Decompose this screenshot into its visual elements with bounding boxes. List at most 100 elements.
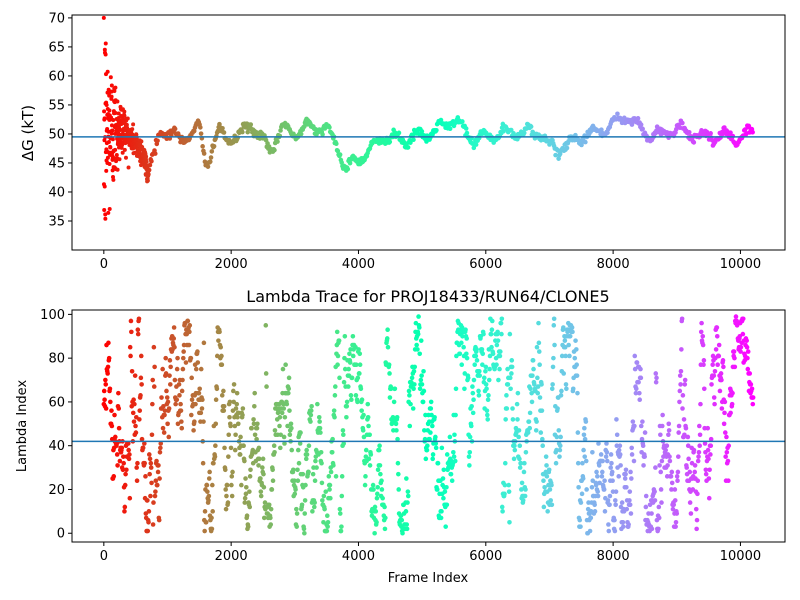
lambda-point — [499, 316, 505, 322]
delta-g-point — [686, 129, 692, 135]
lambda-point — [596, 463, 602, 468]
lambda-point — [196, 390, 202, 396]
lambda-point — [382, 526, 388, 532]
lambda-point — [459, 325, 465, 330]
delta-g-point — [640, 126, 645, 132]
lambda-point — [550, 382, 555, 387]
lambda-point — [712, 368, 718, 374]
delta-g-point — [139, 139, 144, 144]
lambda-point — [519, 480, 525, 486]
lambda-point — [540, 436, 545, 442]
lambda-point — [607, 502, 612, 508]
lambda-point — [278, 432, 283, 438]
lambda-point — [476, 388, 481, 394]
lambda-point — [533, 428, 539, 433]
lambda-point — [312, 478, 318, 484]
lambda-point — [239, 482, 244, 488]
lambda-point — [525, 430, 531, 435]
lambda-point — [109, 423, 115, 429]
lambda-point — [713, 347, 719, 352]
lambda-point — [535, 390, 541, 396]
delta-g-point — [298, 131, 304, 137]
lambda-point — [135, 327, 141, 332]
lambda-point — [721, 364, 726, 370]
lambda-point — [424, 447, 430, 453]
lambda-point — [477, 373, 482, 378]
lambda-point — [474, 358, 480, 363]
lambda-point — [168, 364, 173, 370]
lambda-point — [575, 390, 580, 396]
lambda-point — [219, 353, 224, 359]
lambda-point — [356, 347, 361, 352]
lambda-point — [385, 344, 391, 350]
delta-g-point — [107, 207, 112, 212]
lambda-point — [604, 441, 609, 446]
delta-g-y-tick-label: 60 — [48, 69, 65, 84]
lambda-point — [490, 351, 496, 357]
lambda-point — [659, 458, 665, 464]
lambda-point — [310, 509, 315, 514]
delta-g-point — [108, 75, 113, 80]
lambda-point — [314, 465, 319, 470]
lambda-point — [387, 395, 393, 400]
lambda-point — [128, 353, 133, 359]
lambda-point — [393, 421, 399, 427]
delta-g-x-tick-label: 8000 — [597, 257, 630, 272]
delta-g-point — [105, 155, 110, 160]
delta-g-y-tick-label: 65 — [48, 40, 65, 55]
lambda-point — [103, 377, 108, 383]
lambda-point — [268, 515, 273, 521]
lambda-point — [444, 452, 450, 457]
lambda-point — [298, 430, 303, 435]
lambda-point — [377, 443, 382, 448]
lambda-point — [636, 379, 641, 385]
lambda-point — [610, 478, 615, 484]
lambda-x-ticks: 0 2000 4000 6000 8000 10000 — [100, 542, 761, 564]
lambda-point — [621, 524, 626, 529]
delta-g-point — [240, 129, 245, 135]
lambda-point — [502, 482, 508, 488]
lambda-point — [163, 355, 169, 361]
lambda-point — [303, 456, 309, 462]
lambda-point — [383, 515, 388, 521]
lambda-point — [312, 500, 317, 505]
lambda-point — [150, 522, 156, 527]
lambda-point — [466, 454, 472, 459]
lambda-point — [117, 458, 123, 464]
lambda-point — [685, 443, 691, 448]
lambda-point — [325, 524, 330, 529]
delta-g-point — [209, 149, 215, 154]
lambda-point — [303, 482, 308, 488]
lambda-point — [272, 449, 277, 455]
lambda-point — [686, 456, 691, 462]
lambda-point — [536, 349, 542, 354]
lambda-point — [679, 347, 684, 352]
lambda-point — [627, 489, 633, 494]
lambda-point — [498, 349, 503, 354]
lambda-point — [606, 522, 611, 527]
lambda-point — [127, 495, 133, 501]
lambda-point — [467, 463, 472, 468]
lambda-point — [217, 329, 222, 335]
lambda-point — [724, 434, 729, 440]
lambda-point — [150, 377, 156, 383]
lambda-y-tick-label: 80 — [48, 352, 65, 367]
delta-g-point — [102, 184, 107, 189]
delta-g-point — [131, 122, 136, 127]
lambda-point — [481, 331, 486, 337]
lambda-point — [127, 344, 133, 350]
lambda-point — [234, 390, 240, 396]
lambda-point — [714, 333, 720, 339]
lambda-point — [228, 445, 234, 451]
lambda-point — [139, 436, 145, 442]
lambda-point — [432, 414, 437, 420]
lambda-point — [419, 382, 425, 387]
lambda-point — [295, 478, 301, 484]
lambda-point — [223, 487, 228, 492]
lambda-point — [558, 434, 563, 440]
lambda-point — [174, 397, 180, 403]
lambda-point — [485, 412, 490, 418]
lambda-point — [598, 452, 604, 457]
lambda-point — [379, 487, 385, 492]
lambda-point — [701, 386, 707, 392]
